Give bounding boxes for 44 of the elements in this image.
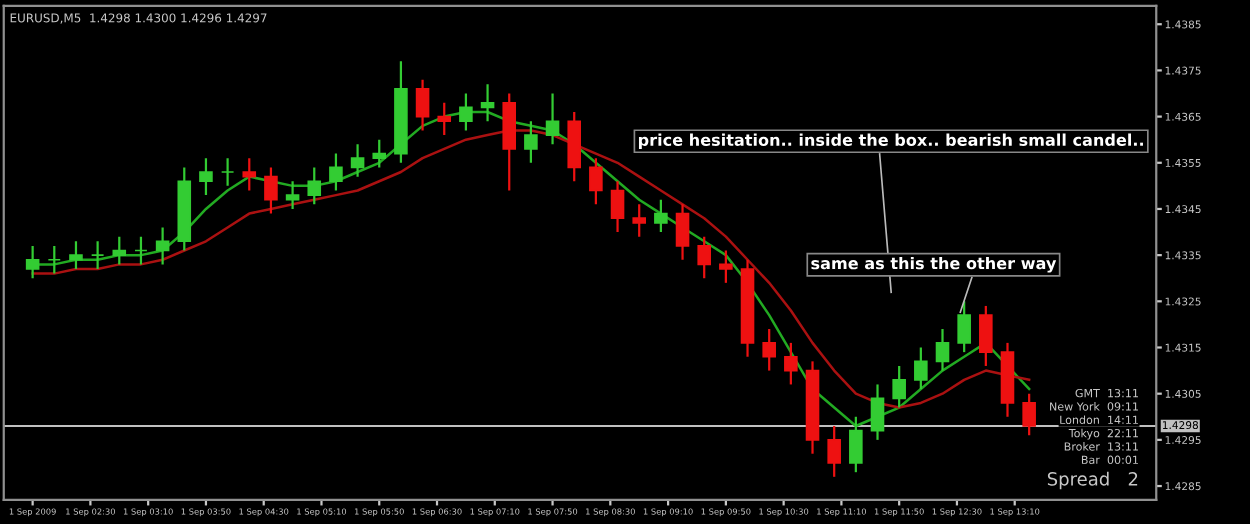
candlestick xyxy=(1022,392,1036,437)
candlestick xyxy=(329,152,343,192)
candlestick xyxy=(524,120,538,164)
candlestick xyxy=(697,235,711,280)
candlestick xyxy=(567,110,582,183)
candlestick xyxy=(459,92,473,132)
candlestick xyxy=(502,92,517,192)
candlestick xyxy=(69,240,83,271)
candlestick xyxy=(112,235,127,266)
candlestick xyxy=(589,157,603,206)
candlestick xyxy=(719,249,733,284)
candlestick xyxy=(480,83,495,123)
candlestick xyxy=(90,240,105,271)
candlestick xyxy=(155,226,170,266)
candlestick xyxy=(610,180,625,234)
candlestick xyxy=(654,198,668,234)
candlestick xyxy=(914,346,928,391)
candlestick xyxy=(264,166,278,215)
annotation: price hesitation.. inside the box.. bearish small candel.. xyxy=(638,133,1143,150)
candlestick xyxy=(784,341,798,386)
candlestick xyxy=(285,180,300,211)
candlestick xyxy=(827,424,841,478)
candlestick xyxy=(307,166,322,206)
annotation: same as this the other way xyxy=(811,256,1057,273)
candlestick xyxy=(892,364,906,409)
candlestick xyxy=(849,415,863,474)
candlestick xyxy=(979,304,993,368)
candlestick xyxy=(25,244,40,280)
candlestick xyxy=(134,235,148,266)
candlestick xyxy=(935,327,950,372)
candlestick xyxy=(372,138,387,169)
candlestick xyxy=(47,244,62,275)
candlestick xyxy=(762,327,776,372)
candlestick xyxy=(545,92,560,146)
candlestick xyxy=(675,203,690,261)
candlestick xyxy=(242,157,257,192)
candlestick xyxy=(415,78,430,132)
candlestick xyxy=(220,157,235,187)
candlestick xyxy=(350,143,365,178)
candlestick xyxy=(199,157,213,197)
annotation: Spread 2 xyxy=(1047,471,1138,490)
candlestick xyxy=(632,203,647,238)
candlestick xyxy=(437,101,452,137)
candlestick xyxy=(870,383,885,441)
